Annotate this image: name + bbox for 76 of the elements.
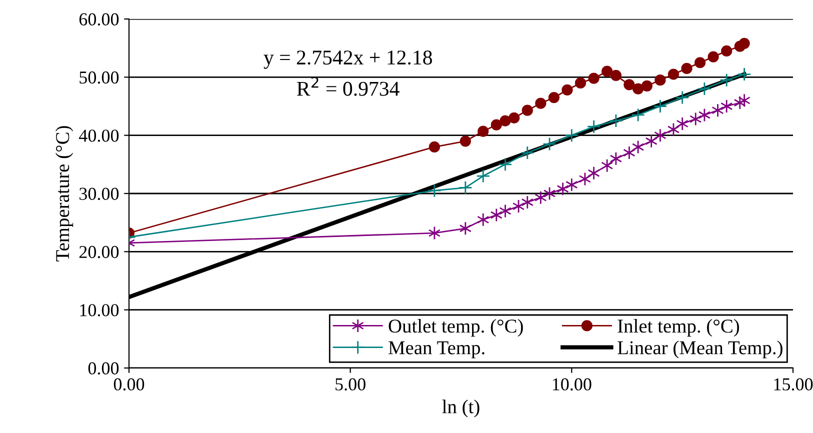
point <box>574 77 586 89</box>
x-axis-title: ln (t) <box>442 400 480 418</box>
point <box>459 221 472 236</box>
x-tick-label: 10.00 <box>552 378 592 391</box>
point <box>508 112 520 124</box>
legend-label: Outlet temp. (°C) <box>388 319 523 337</box>
y-axis-title: Temperature (°C) <box>55 126 74 262</box>
annotation: y = 2.7542x + 12.18 <box>264 50 432 69</box>
point <box>542 137 556 152</box>
x-tick-label: 5.00 <box>336 378 366 391</box>
point <box>520 146 534 160</box>
point <box>698 82 712 96</box>
point <box>653 99 668 114</box>
y-tick-label: 10.00 <box>80 304 119 316</box>
point <box>632 83 644 94</box>
point <box>586 120 601 134</box>
point <box>562 84 573 96</box>
point <box>681 62 692 74</box>
point <box>712 103 724 118</box>
point <box>428 141 440 153</box>
point <box>556 182 569 196</box>
point <box>535 98 546 109</box>
point <box>675 90 690 104</box>
y-tick-label: 60.00 <box>79 13 119 26</box>
point <box>641 80 652 92</box>
point <box>721 45 732 57</box>
point <box>738 38 750 49</box>
point <box>624 79 635 90</box>
point <box>427 184 442 198</box>
point <box>588 166 600 180</box>
x-tick-label: 0.00 <box>114 378 144 391</box>
point <box>632 140 644 154</box>
point <box>458 180 472 195</box>
point <box>694 57 706 68</box>
point <box>645 134 658 148</box>
y-tick-label: 0.00 <box>88 362 119 375</box>
y-tick-label: 50.00 <box>80 71 119 84</box>
y-tick-label: 20.00 <box>79 246 119 258</box>
point <box>654 74 666 86</box>
point <box>478 126 489 137</box>
point <box>610 70 622 81</box>
point <box>720 99 733 114</box>
point <box>490 119 502 130</box>
point <box>588 72 600 84</box>
point <box>690 112 702 126</box>
point <box>737 67 752 82</box>
y-tick-label: 40.00 <box>79 130 119 142</box>
legend-label: Inlet temp. (°C) <box>618 319 740 337</box>
point <box>498 157 512 172</box>
point <box>602 66 613 77</box>
point <box>522 104 533 116</box>
y-tick-label: 30.00 <box>80 188 119 200</box>
x-tick-label: 15.00 <box>774 378 813 391</box>
point <box>600 158 614 173</box>
legend-label: Linear (Mean Temp.) <box>618 340 782 358</box>
point <box>460 136 471 147</box>
point <box>521 195 534 210</box>
legend-label: Mean Temp. <box>388 341 484 358</box>
point <box>548 92 560 104</box>
point <box>676 116 688 131</box>
point <box>668 68 680 80</box>
point <box>738 93 750 108</box>
point <box>654 128 666 142</box>
point <box>631 108 646 122</box>
point <box>708 51 719 62</box>
point <box>476 169 490 183</box>
point <box>720 73 734 88</box>
point <box>428 226 441 240</box>
point <box>566 178 578 192</box>
point <box>610 152 622 166</box>
point <box>608 114 623 128</box>
point <box>564 128 579 142</box>
point <box>499 204 512 218</box>
point <box>534 190 547 205</box>
point <box>477 212 490 227</box>
point <box>500 115 511 126</box>
